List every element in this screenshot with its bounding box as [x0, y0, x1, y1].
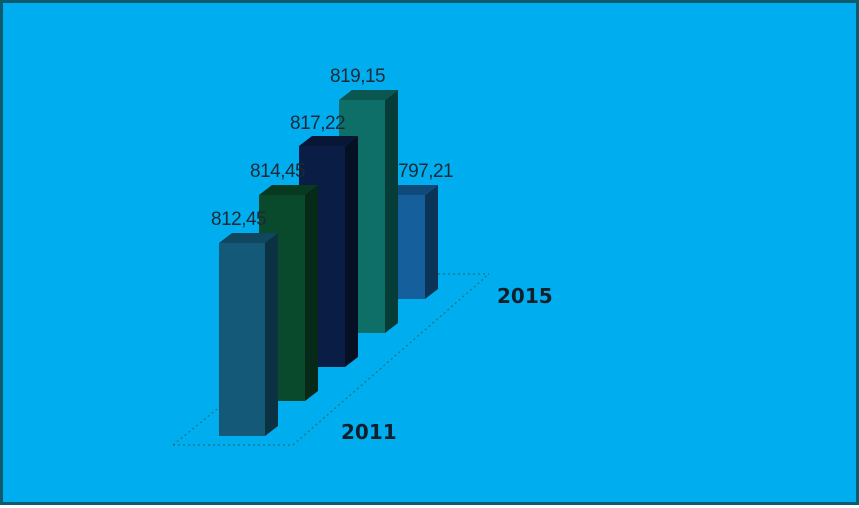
bar-side-5	[425, 185, 438, 299]
data-label-3: 817,22	[290, 113, 345, 134]
bar-side-3	[345, 136, 358, 367]
bar-top-3	[299, 136, 358, 146]
x-tick-label-first: 2011	[341, 420, 397, 444]
data-label-5: 797,21	[398, 161, 453, 182]
bar-1	[219, 243, 265, 436]
data-label-1: 812,45	[211, 209, 266, 230]
bar-top-4	[339, 90, 398, 100]
x-tick-label-last: 2015	[497, 284, 553, 308]
bar-side-4	[385, 90, 398, 333]
floor-depth-edge	[292, 273, 490, 446]
bar-top-2	[259, 185, 318, 195]
bar-side-1	[265, 233, 278, 436]
data-label-4: 819,15	[330, 66, 385, 87]
bar-side-2	[305, 185, 318, 401]
bar-chart-3d: 812,45 814,45 817,22 819,15 797,21 2011 2015	[172, 66, 553, 446]
data-label-2: 814,45	[250, 161, 305, 182]
bar-top-1	[219, 233, 278, 243]
